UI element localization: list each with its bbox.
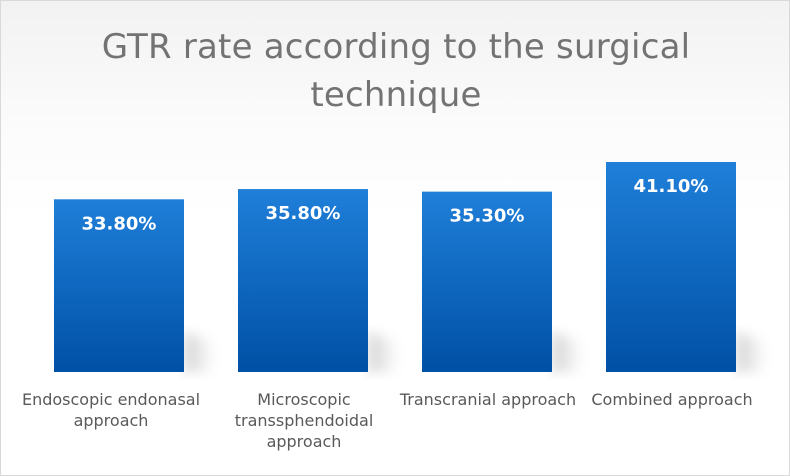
data-label-3: 35.30% bbox=[450, 206, 525, 227]
bar-1 bbox=[54, 199, 184, 372]
bar-4 bbox=[606, 162, 736, 372]
bar-shadow bbox=[552, 332, 582, 372]
bar-shadow bbox=[736, 332, 766, 372]
category-label-microscopic: Microscopic transsphendoidal approach bbox=[234, 390, 374, 451]
data-label-2: 35.80% bbox=[266, 203, 341, 224]
bar-shadow bbox=[184, 332, 214, 372]
category-label-combined: Combined approach bbox=[591, 390, 753, 409]
category-label-endoscopic: Endoscopic endonasal approach bbox=[21, 390, 201, 430]
chart-title: GTR rate according to the surgical techn… bbox=[101, 27, 691, 115]
data-label-1: 33.80% bbox=[82, 213, 157, 234]
bar-shadow bbox=[368, 332, 398, 372]
category-label-transcranial: Transcranial approach bbox=[399, 390, 577, 409]
data-label-4: 41.10% bbox=[634, 176, 709, 197]
bar-3 bbox=[422, 191, 552, 372]
bar-2 bbox=[238, 189, 368, 372]
